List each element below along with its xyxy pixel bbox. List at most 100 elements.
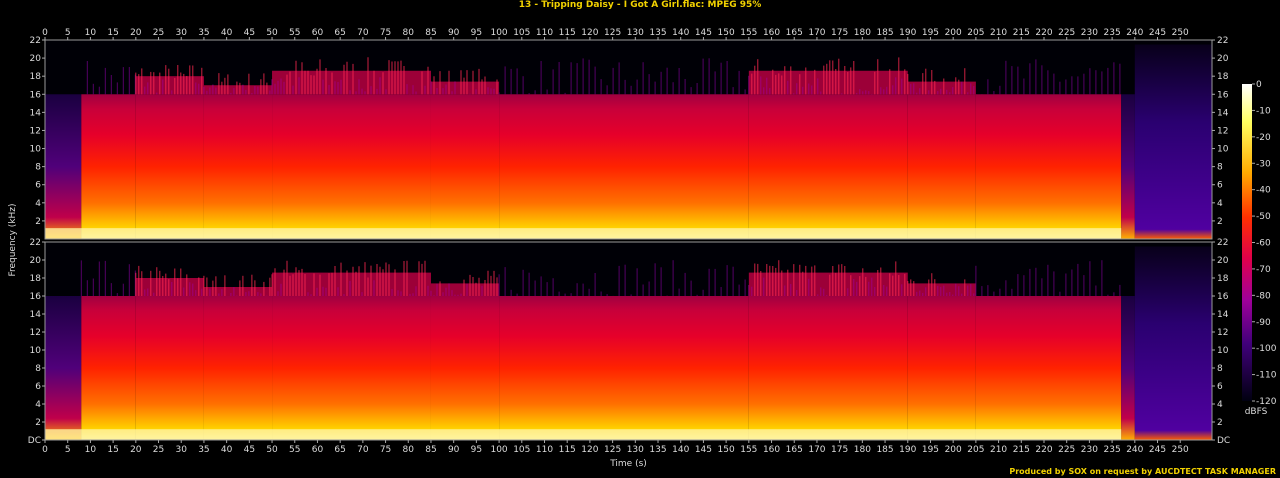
- segment-band: [45, 94, 82, 239]
- y-tick-label: DC: [28, 436, 41, 446]
- x-tick-label: 60: [312, 28, 324, 38]
- x-tick-label: 75: [380, 445, 391, 455]
- segment-band: [45, 296, 82, 440]
- colorbar-gradient: [1242, 84, 1252, 401]
- segment-high-band: [135, 76, 204, 95]
- y-tick-label: 6: [1217, 382, 1223, 392]
- segment-high-band: [907, 283, 976, 296]
- y-tick-label: 8: [1217, 364, 1223, 374]
- colorbar-tick-label: -60: [1256, 239, 1271, 249]
- y-tick-label: 20: [30, 256, 42, 266]
- x-tick-label: 155: [740, 28, 757, 38]
- x-tick-label: 195: [922, 445, 939, 455]
- x-tick-label: 115: [559, 28, 576, 38]
- y-tick-label: 16: [30, 292, 42, 302]
- x-tick-label: 160: [763, 28, 780, 38]
- x-tick-label: 135: [649, 28, 666, 38]
- y-tick-label: 22: [1217, 238, 1228, 248]
- x-tick-label: 85: [425, 28, 436, 38]
- x-tick-label: 190: [899, 445, 916, 455]
- x-tick-label: 30: [175, 28, 187, 38]
- bass-floor: [45, 429, 1122, 440]
- x-tick-label: 190: [899, 28, 916, 38]
- x-tick-label: 235: [1104, 28, 1121, 38]
- segment-band: [135, 94, 204, 239]
- x-tick-label: 45: [244, 445, 255, 455]
- segment-band: [748, 296, 908, 440]
- y-tick-label: 22: [1217, 36, 1228, 46]
- segment-band: [430, 296, 500, 440]
- segment-band: [272, 94, 431, 239]
- x-tick-label: 175: [831, 445, 848, 455]
- y-tick-label: 16: [1217, 292, 1229, 302]
- x-tick-label: 200: [945, 28, 962, 38]
- x-tick-label: 235: [1104, 445, 1121, 455]
- plot-area: [45, 40, 1212, 440]
- segment-high-band: [135, 278, 204, 296]
- x-tick-label: 180: [854, 445, 871, 455]
- segment-band: [499, 296, 749, 440]
- y-tick-label: 20: [30, 54, 42, 64]
- x-tick-label: 165: [786, 445, 803, 455]
- x-tick-label: 170: [808, 28, 825, 38]
- x-tick-label: 65: [334, 445, 345, 455]
- x-tick-label: 185: [876, 445, 893, 455]
- x-tick-label: 150: [718, 28, 735, 38]
- y-tick-label: 10: [30, 145, 42, 155]
- y-tick-label: 20: [1217, 256, 1229, 266]
- colorbar-tick-label: 0: [1256, 80, 1262, 90]
- y-tick-label: 18: [30, 72, 42, 82]
- bass-floor: [45, 228, 1122, 239]
- colorbar: 0 -10 -20 -30 -40 -50 -60 -70 -80 -90 -100 -110 -120…: [1242, 80, 1277, 417]
- x-tick-label: 160: [763, 445, 780, 455]
- y-tick-label: 14: [1217, 108, 1229, 118]
- x-tick-label: 245: [1149, 28, 1166, 38]
- x-tick-label: 30: [175, 445, 187, 455]
- y-tick-label: 4: [35, 400, 41, 410]
- x-tick-label: 10: [85, 28, 97, 38]
- y-tick-label: 4: [1217, 199, 1223, 209]
- x-tick-label: 35: [198, 445, 209, 455]
- y-tick-label: DC: [1217, 436, 1230, 446]
- y-tick-label: 18: [1217, 72, 1229, 82]
- segment-high-band: [748, 272, 908, 296]
- colorbar-tick-label: -90: [1256, 318, 1271, 328]
- colorbar-tick-label: -20: [1256, 133, 1271, 143]
- x-tick-label: 225: [1058, 28, 1075, 38]
- y-tick-label: 8: [35, 364, 41, 374]
- x-tick-label: 120: [581, 445, 598, 455]
- y-tick-label: 8: [1217, 163, 1223, 173]
- colorbar-tick-label: -70: [1256, 265, 1271, 275]
- x-tick-label: 230: [1081, 28, 1098, 38]
- x-tick-label: 100: [490, 445, 507, 455]
- x-tick-label: 125: [604, 445, 621, 455]
- colorbar-tick-label: -100: [1256, 344, 1277, 354]
- colorbar-tick-label: -110: [1256, 371, 1277, 381]
- x-tick-label: 240: [1126, 28, 1143, 38]
- x-tick-label: 35: [198, 28, 209, 38]
- y-tick-label: 16: [1217, 90, 1229, 100]
- x-tick-label: 120: [581, 28, 598, 38]
- y-tick-label: 14: [30, 108, 42, 118]
- x-tick-label: 140: [672, 445, 689, 455]
- x-tick-label: 155: [740, 445, 757, 455]
- x-tick-label: 210: [990, 28, 1007, 38]
- segment-band: [975, 296, 1122, 440]
- x-tick-label: 200: [945, 445, 962, 455]
- x-tick-label: 40: [221, 28, 233, 38]
- y-tick-label: 20: [1217, 54, 1229, 64]
- x-tick-label: 15: [107, 445, 118, 455]
- x-tick-label: 205: [967, 445, 984, 455]
- y-tick-label: 2: [1217, 418, 1223, 428]
- x-tick-label: 215: [1013, 445, 1030, 455]
- x-tick-label: 95: [471, 445, 482, 455]
- x-tick-label: 55: [289, 445, 300, 455]
- colorbar-tick-label: -120: [1256, 397, 1277, 407]
- y-tick-label: 8: [35, 163, 41, 173]
- y-tick-label: 16: [30, 90, 42, 100]
- x-tick-label: 130: [627, 28, 644, 38]
- segment-band: [135, 296, 204, 440]
- segment-high-band: [203, 85, 273, 95]
